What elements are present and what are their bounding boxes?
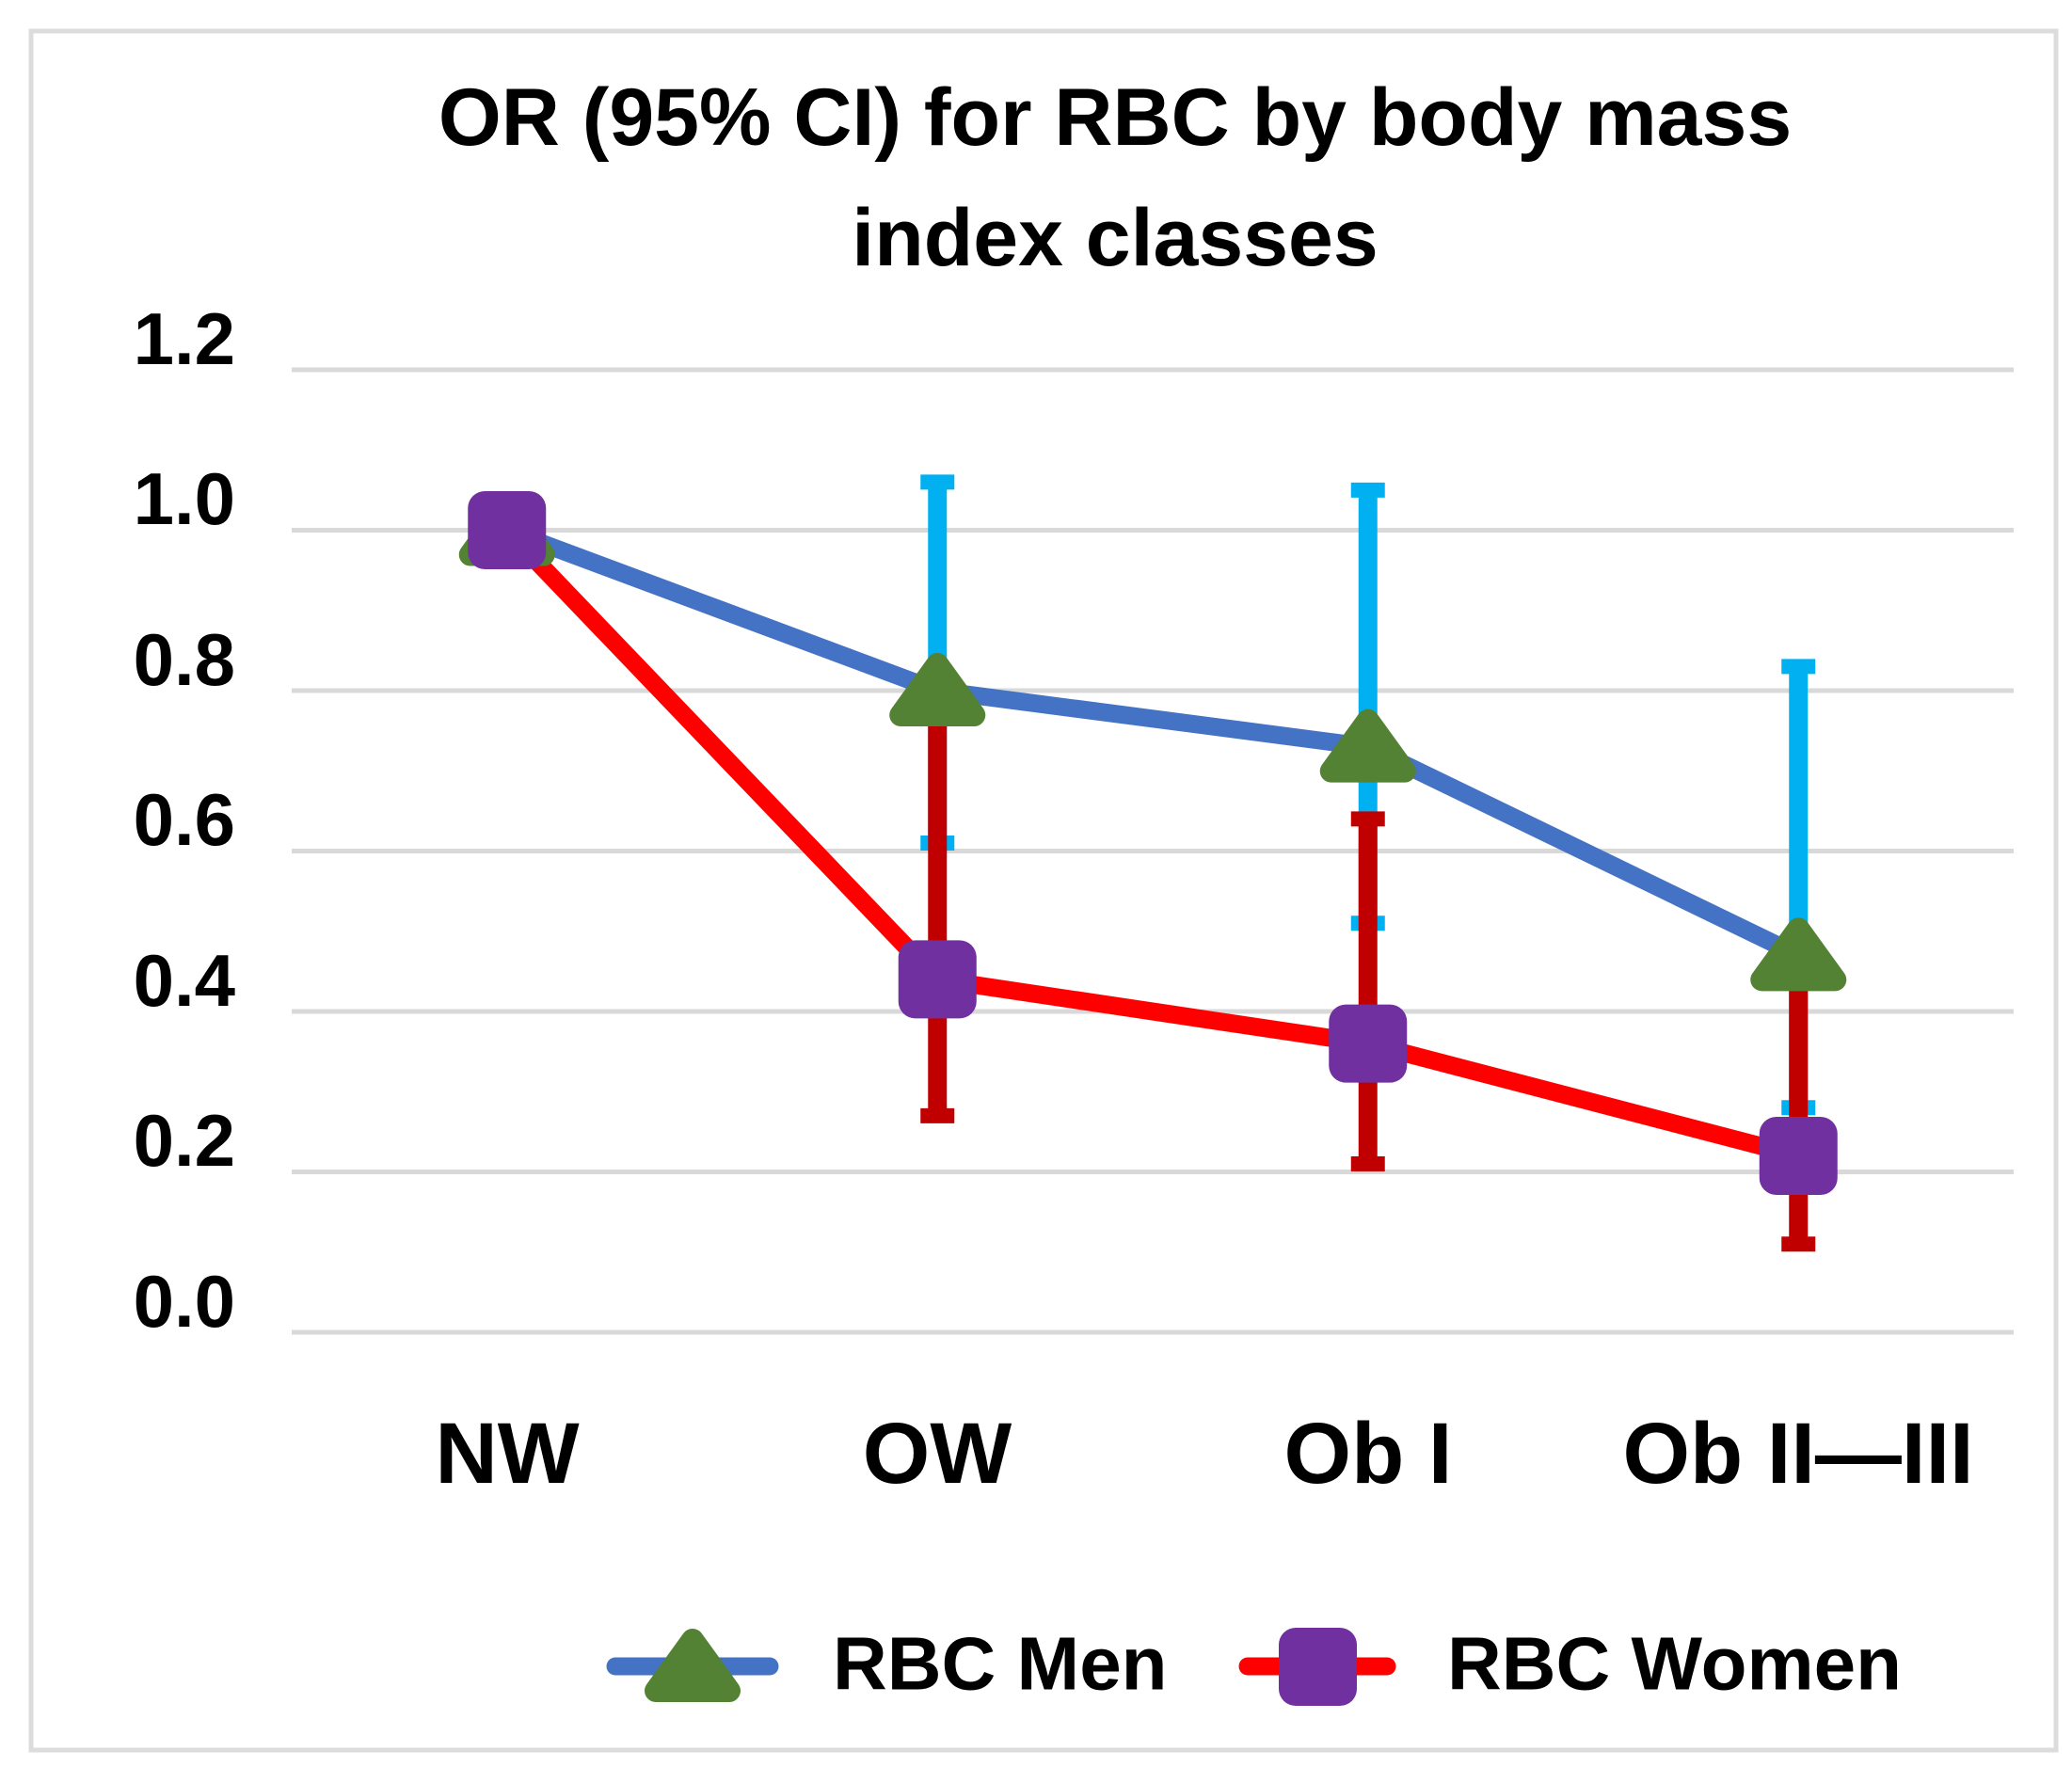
y-tick-label: 0.6 bbox=[134, 778, 235, 861]
chart-frame-border bbox=[28, 28, 2059, 1753]
series-lines-layer bbox=[498, 521, 1808, 1165]
y-tick-label: 0.2 bbox=[134, 1099, 235, 1182]
y-tick-label: 0.8 bbox=[134, 618, 235, 701]
marker-square-rbc-women-nw bbox=[468, 491, 547, 569]
series-markers-layer bbox=[458, 491, 1847, 1195]
x-category-label: OW bbox=[863, 1406, 1012, 1502]
marker-square-rbc-women-ow bbox=[898, 940, 977, 1019]
chart-title-line-2: index classes bbox=[852, 193, 1378, 283]
marker-triangle-rbc-men-ow bbox=[889, 653, 986, 726]
y-tick-label: 0.0 bbox=[134, 1260, 235, 1343]
marker-triangle-rbc-men-ob-i bbox=[1319, 708, 1416, 783]
legend-item-rbc-women: RBC Women bbox=[1238, 1622, 1902, 1706]
series-line-rbc-men bbox=[498, 521, 1808, 964]
legend-label-rbc-men: RBC Men bbox=[833, 1622, 1168, 1706]
gridlines-layer bbox=[292, 367, 2014, 1335]
series-line-rbc-women bbox=[498, 521, 1808, 1165]
y-tick-label: 0.4 bbox=[134, 939, 235, 1022]
y-tick-label: 1.2 bbox=[134, 297, 235, 380]
marker-square-rbc-women-ob-ii—iii bbox=[1759, 1116, 1838, 1195]
legend-square-marker-icon bbox=[1279, 1628, 1357, 1706]
legend-label-rbc-women: RBC Women bbox=[1447, 1622, 1902, 1706]
legend-item-rbc-men: RBC Men bbox=[606, 1622, 1168, 1706]
x-category-label: Ob I bbox=[1284, 1406, 1453, 1502]
marker-square-rbc-women-ob-i bbox=[1329, 1004, 1408, 1083]
chart-title-line-1: OR (95% CI) for RBC by body mass bbox=[438, 72, 1792, 163]
legend: RBC Men RBC Women bbox=[606, 1622, 1902, 1706]
legend-triangle-marker-icon bbox=[645, 1629, 741, 1702]
marker-triangle-rbc-men-ob-ii—iii bbox=[1750, 917, 1847, 992]
y-tick-label: 1.0 bbox=[134, 457, 235, 540]
x-category-label: Ob II—III bbox=[1622, 1406, 1973, 1502]
x-category-label: NW bbox=[435, 1406, 579, 1502]
